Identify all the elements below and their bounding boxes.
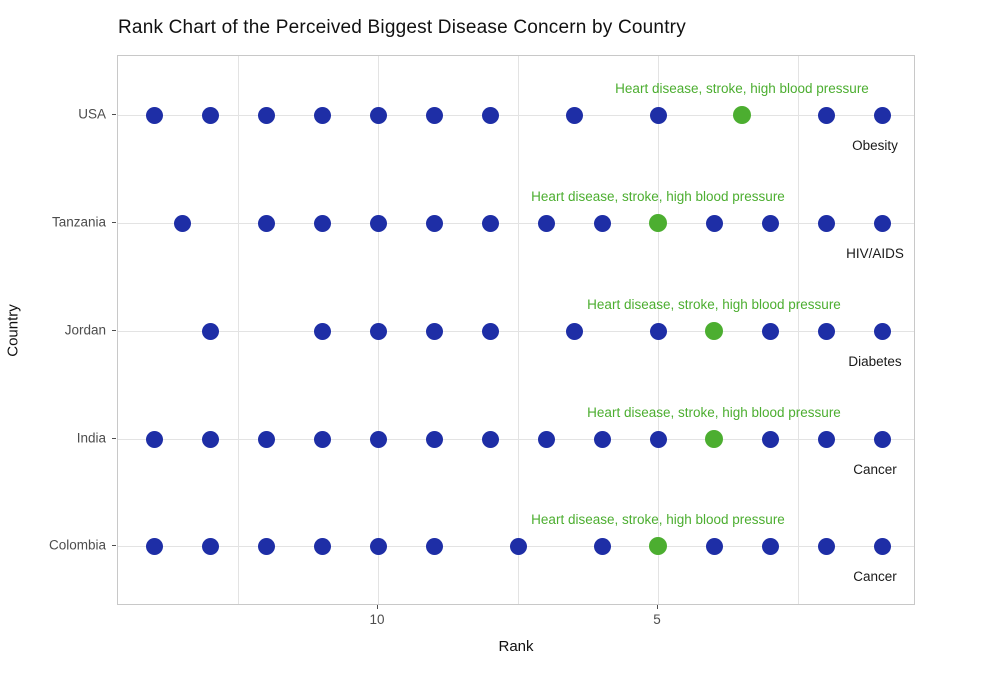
data-point [369,430,387,448]
data-point [425,430,443,448]
data-point [761,430,779,448]
y-tick-label-country: Jordan [64,322,106,338]
data-point [481,106,499,124]
data-point [369,106,387,124]
data-point [173,214,191,232]
highlight-annotation: Heart disease, stroke, high blood pressu… [531,512,785,527]
data-point [817,430,835,448]
highlight-annotation: Heart disease, stroke, high blood pressu… [587,405,841,420]
data-point [369,537,387,555]
data-point [537,430,555,448]
data-point [313,430,331,448]
data-point [705,214,723,232]
rank1-disease-label: Cancer [853,462,897,477]
data-point [369,214,387,232]
highlight-point [705,322,723,340]
data-point [761,322,779,340]
y-tick-mark [112,222,116,223]
highlight-annotation: Heart disease, stroke, high blood pressu… [531,189,785,204]
data-point [257,430,275,448]
y-tick-label-country: USA [78,106,106,122]
data-point [201,537,219,555]
data-point [649,430,667,448]
data-point [145,430,163,448]
data-point [565,322,583,340]
x-tick-label: 10 [369,612,385,627]
data-point [369,322,387,340]
vertical-gridline [798,56,799,604]
data-point [537,214,555,232]
data-point [313,537,331,555]
highlight-annotation: Heart disease, stroke, high blood pressu… [615,81,869,96]
data-point [481,430,499,448]
data-point [313,106,331,124]
y-tick-mark [112,438,116,439]
y-tick-mark [112,545,116,546]
y-tick-label-country: India [76,430,106,446]
vertical-gridline [518,56,519,604]
data-point [145,106,163,124]
data-point [817,537,835,555]
x-tick-mark [377,605,378,609]
data-point [761,214,779,232]
data-point [817,214,835,232]
y-tick-label-country: Colombia [48,537,106,553]
horizontal-gridline [118,331,914,332]
x-tick-mark [657,605,658,609]
rank1-disease-label: Obesity [852,138,898,153]
y-tick-mark [112,114,116,115]
data-point [593,430,611,448]
data-point [145,537,163,555]
data-point [873,106,891,124]
data-point [873,430,891,448]
rank1-disease-label: HIV/AIDS [846,246,904,261]
data-point [873,214,891,232]
highlight-annotation: Heart disease, stroke, high blood pressu… [587,297,841,312]
data-point [817,322,835,340]
highlight-point [733,106,751,124]
data-point [201,430,219,448]
data-point [425,214,443,232]
data-point [761,537,779,555]
plot-panel: Heart disease, stroke, high blood pressu… [117,55,915,605]
data-point [257,106,275,124]
y-axis-title: Country [4,304,22,357]
data-point [257,214,275,232]
data-point [873,322,891,340]
rank1-disease-label: Diabetes [848,354,902,369]
highlight-point [649,214,667,232]
data-point [873,537,891,555]
data-point [509,537,527,555]
chart-title: Rank Chart of the Perceived Biggest Dise… [118,17,686,38]
data-point [649,322,667,340]
y-tick-mark [112,330,116,331]
data-point [201,106,219,124]
vertical-gridline [238,56,239,604]
highlight-point [705,430,723,448]
data-point [257,537,275,555]
data-point [565,106,583,124]
horizontal-gridline [118,223,914,224]
data-point [425,537,443,555]
data-point [481,214,499,232]
data-point [817,106,835,124]
horizontal-gridline [118,439,914,440]
data-point [313,322,331,340]
data-point [705,537,723,555]
y-tick-label-country: Tanzania [51,214,106,230]
data-point [593,537,611,555]
data-point [481,322,499,340]
data-point [201,322,219,340]
x-tick-label: 5 [653,612,661,627]
data-point [425,322,443,340]
data-point [425,106,443,124]
data-point [313,214,331,232]
data-point [593,214,611,232]
highlight-point [649,537,667,555]
rank1-disease-label: Cancer [853,569,897,584]
data-point [649,106,667,124]
x-axis-title: Rank [498,638,534,655]
horizontal-gridline [118,115,914,116]
